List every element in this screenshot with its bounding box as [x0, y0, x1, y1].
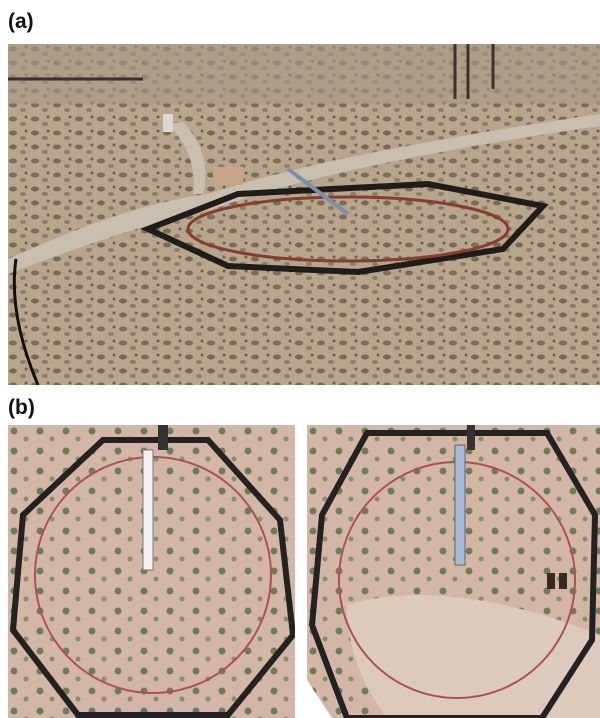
aerial-photo-oblique [8, 44, 600, 385]
aerial-photo-after [307, 425, 600, 718]
panel-label: (a) [8, 10, 34, 34]
figure: (a) (b) (() => { const data [0, 0, 600, 718]
aerial-photo-before [8, 425, 295, 718]
panel-label: (b) [8, 396, 35, 420]
